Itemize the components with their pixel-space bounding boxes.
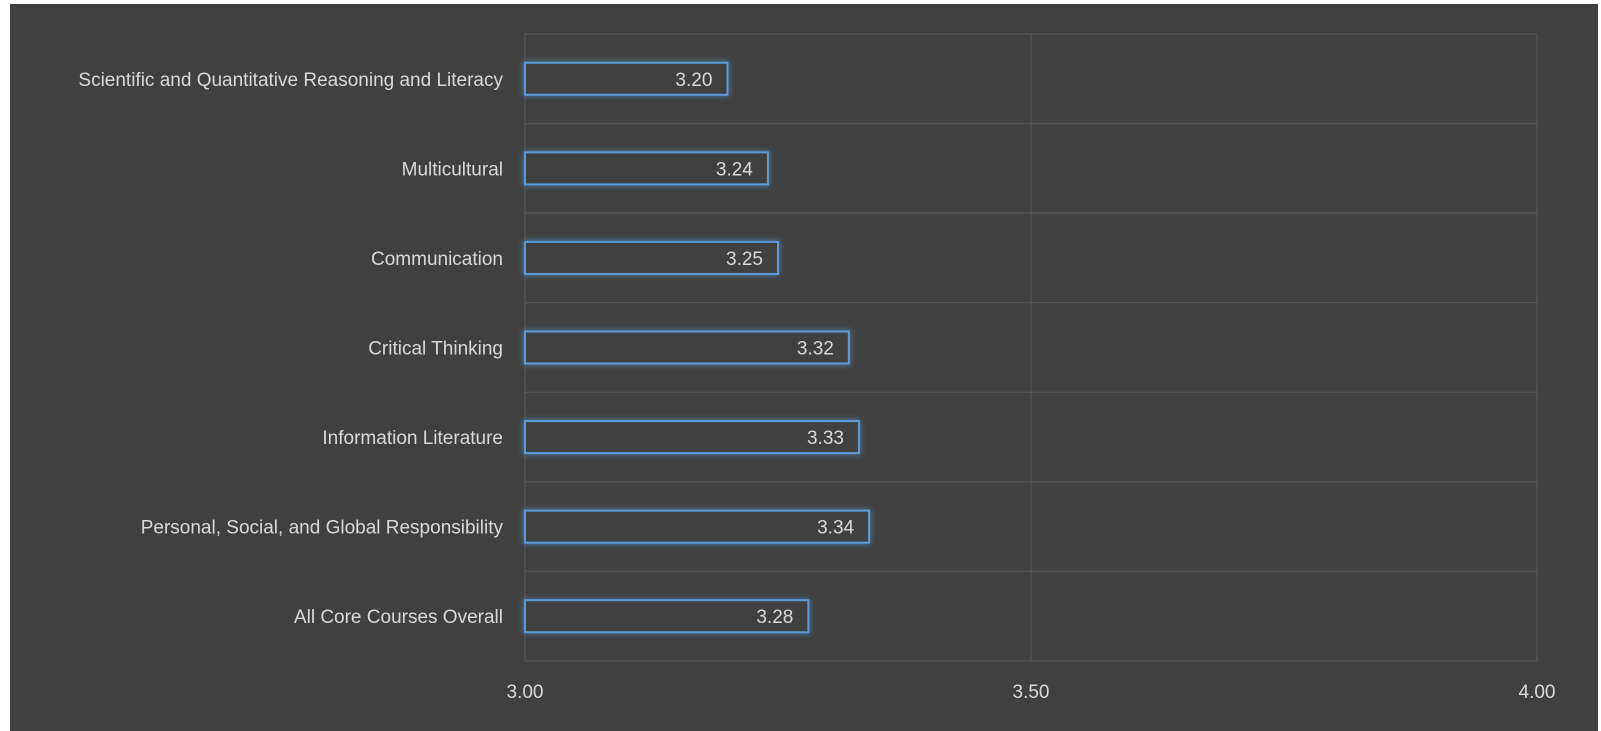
x-tick-label: 3.50 <box>1013 682 1050 703</box>
category-label: Multicultural <box>402 159 503 180</box>
category-label: Scientific and Quantitative Reasoning an… <box>78 70 503 91</box>
bar <box>524 240 779 275</box>
chart-area: 3.20 3.24 3.25 3.32 3.33 3.34 3.28 Scientific … <box>10 4 1598 731</box>
bar-value-label: 3.24 <box>716 159 753 180</box>
x-axis-ticks: 3.00 3.50 4.00 <box>507 682 1556 703</box>
category-label: Information Literature <box>322 428 503 449</box>
category-label: Personal, Social, and Global Responsibil… <box>141 518 504 539</box>
bar <box>524 509 871 544</box>
x-tick-label: 3.00 <box>507 682 544 703</box>
bar-value-label: 3.33 <box>807 428 844 449</box>
bar-value-label: 3.20 <box>675 70 712 91</box>
bar <box>524 151 769 186</box>
category-label: Critical Thinking <box>368 339 503 360</box>
category-label: Communication <box>371 249 503 270</box>
bar-value-label: 3.34 <box>817 518 854 539</box>
category-labels: Scientific and Quantitative Reasoning an… <box>78 70 503 628</box>
x-tick-label: 4.00 <box>1519 682 1556 703</box>
bar <box>524 330 850 365</box>
gridlines <box>524 33 1538 662</box>
bar-value-label: 3.32 <box>797 339 834 360</box>
bar-value-label: 3.28 <box>756 607 793 628</box>
bar-value-label: 3.25 <box>726 249 763 270</box>
bar <box>524 61 729 96</box>
bars: 3.20 3.24 3.25 3.32 3.33 3.34 3.28 <box>524 61 871 634</box>
category-label: All Core Courses Overall <box>294 607 503 628</box>
bar <box>524 420 860 455</box>
bar-chart: 3.20 3.24 3.25 3.32 3.33 3.34 3.28 Scientific … <box>78 33 1556 703</box>
bar <box>524 599 810 634</box>
